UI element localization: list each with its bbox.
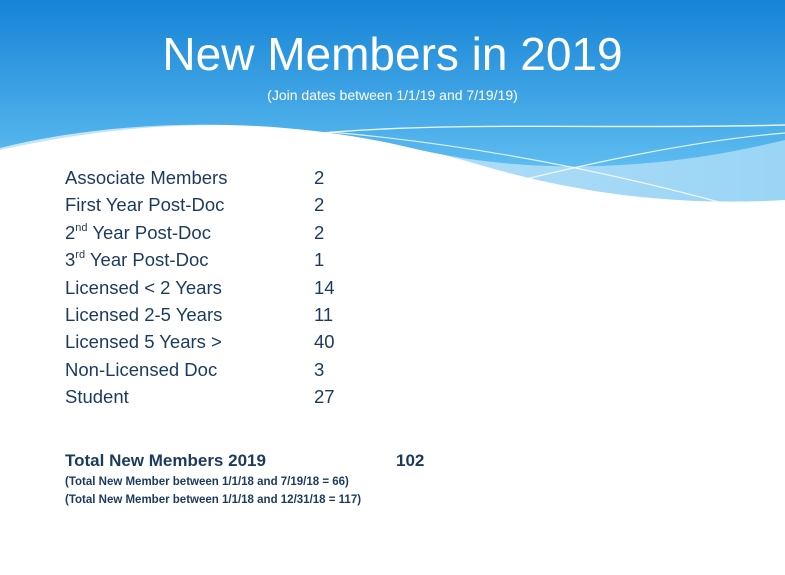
category-count: 2 bbox=[314, 167, 325, 188]
comparison-note-2018-partial: (Total New Member between 1/1/18 and 7/1… bbox=[65, 476, 349, 488]
total-label: Total New Members 2019 bbox=[65, 451, 266, 470]
category-label: Licensed 2-5 Years bbox=[65, 303, 223, 325]
category-label: Licensed < 2 Years bbox=[65, 276, 222, 298]
category-count: 11 bbox=[314, 303, 334, 325]
ordinal-number: 2 bbox=[65, 221, 76, 243]
category-count: 2 bbox=[314, 221, 325, 243]
category-count: 27 bbox=[314, 386, 335, 408]
category-label: Student bbox=[65, 386, 129, 408]
label-rest: Year Post-Doc bbox=[87, 221, 211, 243]
category-label: First Year Post-Doc bbox=[65, 194, 225, 216]
category-count: 40 bbox=[314, 331, 335, 353]
label-rest: Year Post-Doc bbox=[85, 249, 209, 271]
category-label: Associate Members bbox=[65, 167, 228, 188]
category-count: 14 bbox=[314, 276, 335, 298]
category-label: Licensed 5 Years > bbox=[65, 331, 222, 353]
category-count: 3 bbox=[314, 358, 325, 380]
category-count: 1 bbox=[314, 249, 325, 271]
ordinal-suffix: nd bbox=[75, 221, 88, 234]
category-count: 2 bbox=[314, 194, 325, 216]
slide-title: New Members in 2019 bbox=[162, 28, 623, 80]
total-value: 102 bbox=[396, 451, 425, 470]
ordinal-suffix: rd bbox=[75, 249, 86, 262]
header-wave-background bbox=[0, 0, 785, 220]
category-label: Non-Licensed Doc bbox=[65, 358, 218, 380]
slide-subtitle: (Join dates between 1/1/19 and 7/19/19) bbox=[267, 87, 518, 103]
ordinal-number: 3 bbox=[65, 249, 76, 271]
category-label: 3rd Year Post-Doc bbox=[65, 246, 208, 273]
category-label: 2nd Year Post-Doc bbox=[65, 219, 211, 246]
comparison-note-2018-full: (Total New Member between 1/1/18 and 12/… bbox=[65, 494, 362, 506]
